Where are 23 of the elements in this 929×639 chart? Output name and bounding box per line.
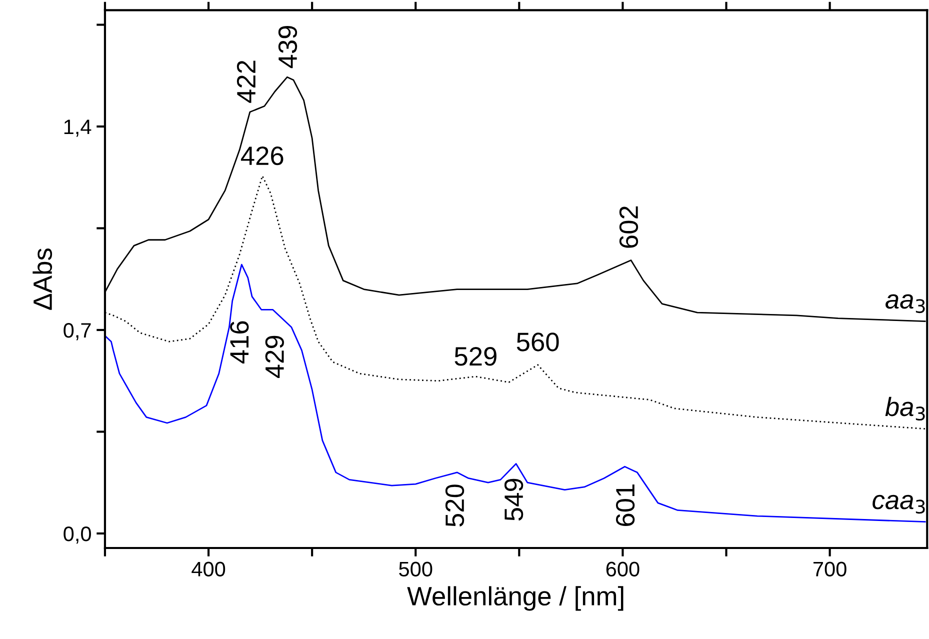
annotation: 439	[278, 26, 298, 68]
y-tick-label: 0,7	[64, 322, 91, 340]
x-tick-label: 700	[813, 562, 846, 577]
series-label: aa$_{3}$	[886, 294, 925, 314]
series-label: caa$_{3}$	[872, 494, 925, 514]
annotation: 549	[504, 478, 524, 521]
series-label: ba$_{3}$	[885, 396, 925, 421]
annotation: 529	[454, 347, 496, 366]
annotation: 601	[616, 484, 635, 526]
x-tick-label: 400	[192, 562, 226, 577]
annotation: 429	[265, 336, 284, 378]
annotation: 560	[516, 332, 559, 352]
x-axis-title: Wellenlänge / [nm]	[407, 586, 624, 611]
annotation: 416	[230, 321, 249, 364]
annotation: 426	[240, 146, 284, 166]
y-tick-label: 1,4	[64, 120, 92, 137]
annotation: 422	[236, 60, 256, 103]
x-tick-label: 600	[606, 562, 640, 577]
y-tick-label: 0,0	[64, 526, 91, 544]
annotation: 602	[619, 206, 638, 248]
annotation: 520	[445, 484, 464, 527]
y-axis-title: ΔAbs	[32, 248, 52, 310]
x-tick-label: 500	[399, 562, 432, 577]
